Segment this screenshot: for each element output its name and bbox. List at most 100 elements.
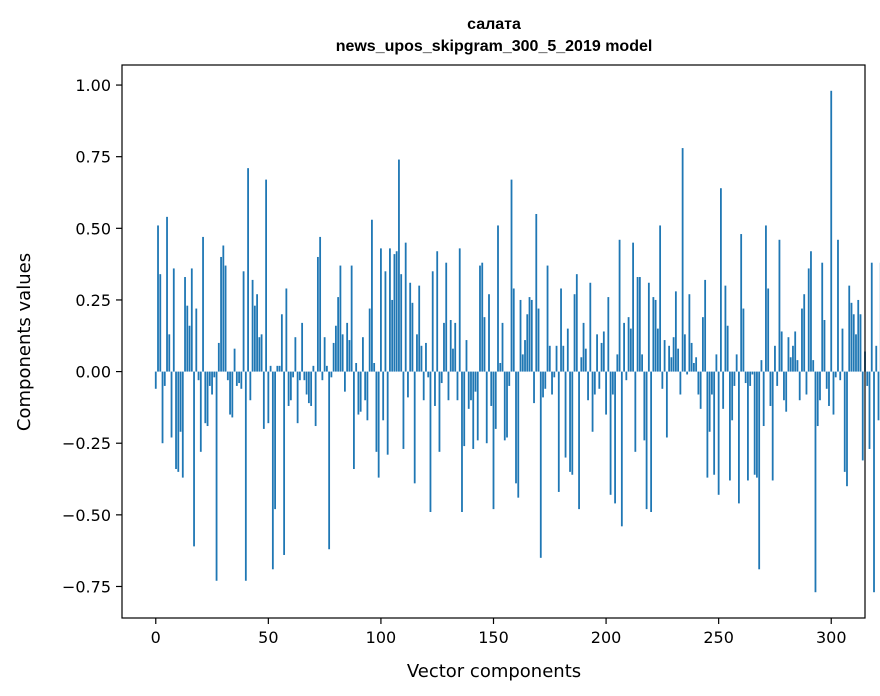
bar (296, 371, 299, 424)
bar (623, 322, 625, 372)
bar (447, 371, 450, 401)
bar (670, 357, 673, 372)
bar (305, 371, 308, 395)
bar (427, 371, 430, 378)
bar (321, 371, 324, 381)
bar (217, 342, 220, 372)
bar (512, 288, 515, 372)
bar (769, 371, 772, 406)
bar (184, 277, 186, 372)
bar (499, 362, 502, 372)
bar (492, 371, 495, 510)
bar (476, 371, 479, 441)
bar (548, 345, 551, 372)
bar (274, 371, 276, 510)
bar (877, 371, 880, 421)
bar (632, 242, 634, 372)
bar (199, 371, 202, 452)
bar (803, 294, 806, 372)
bar (222, 245, 225, 372)
bar (762, 371, 765, 427)
bar (787, 337, 790, 372)
x-tick-label: 250 (703, 628, 734, 647)
x-axis-label: Vector components (407, 661, 581, 682)
bar (398, 159, 400, 372)
bar (224, 265, 227, 372)
bar (654, 299, 657, 372)
bar (665, 371, 668, 438)
bar (798, 371, 801, 401)
bar (289, 371, 292, 401)
plot-frame (121, 64, 866, 619)
bar (828, 371, 830, 406)
bar (328, 371, 331, 550)
bar (213, 371, 216, 378)
bar (627, 317, 630, 372)
bar (855, 334, 857, 372)
bar (517, 371, 520, 498)
bar (422, 371, 425, 401)
bar (260, 334, 263, 372)
bar (323, 337, 326, 372)
bar (699, 371, 702, 409)
bar (726, 325, 729, 372)
bar (265, 179, 267, 372)
bar (542, 371, 544, 398)
bar (497, 225, 499, 372)
bar (359, 371, 362, 412)
bar (785, 371, 788, 412)
bar (695, 357, 698, 372)
bar (783, 371, 785, 401)
bar (751, 371, 754, 375)
bar (641, 354, 643, 372)
x-tick-label: 200 (591, 628, 622, 647)
bar (501, 322, 504, 372)
bar (163, 371, 166, 386)
bar (470, 371, 472, 401)
x-tick-label: 0 (151, 628, 161, 647)
bar (389, 248, 391, 372)
bar (609, 371, 612, 495)
bar (247, 168, 249, 372)
bar (325, 365, 328, 372)
bar (801, 308, 803, 372)
bar (332, 342, 335, 372)
bar (485, 371, 488, 444)
bar (339, 265, 342, 372)
bar (341, 334, 344, 372)
bar (711, 371, 713, 395)
bar (717, 371, 720, 495)
bar (605, 371, 607, 415)
bar (483, 317, 486, 372)
bar (416, 334, 418, 372)
bar (765, 225, 767, 372)
bar (362, 337, 364, 372)
bar (564, 371, 567, 458)
bar (420, 345, 423, 372)
bar (778, 239, 781, 372)
bar (377, 371, 380, 478)
bar (386, 371, 389, 455)
bar (742, 308, 745, 372)
bar (269, 365, 272, 372)
bar (857, 299, 860, 372)
bar (562, 345, 565, 372)
bar (553, 371, 556, 378)
bar (634, 371, 637, 452)
bar (528, 297, 531, 372)
bar (744, 371, 747, 384)
y-tick-label: 0.00 (75, 363, 111, 382)
bar (355, 362, 358, 372)
bar (436, 251, 439, 372)
bar (812, 360, 815, 372)
bar (873, 371, 875, 593)
y-axis-ticks: −0.75 −0.50 −0.25 0.00 0.25 0.50 0.75 1.00 (62, 76, 122, 596)
bar (591, 371, 594, 432)
bar (677, 348, 680, 372)
bar (650, 371, 653, 512)
bar (823, 320, 826, 372)
bar (407, 371, 409, 398)
bar (292, 371, 295, 378)
bar (175, 371, 177, 470)
bar (391, 299, 394, 372)
